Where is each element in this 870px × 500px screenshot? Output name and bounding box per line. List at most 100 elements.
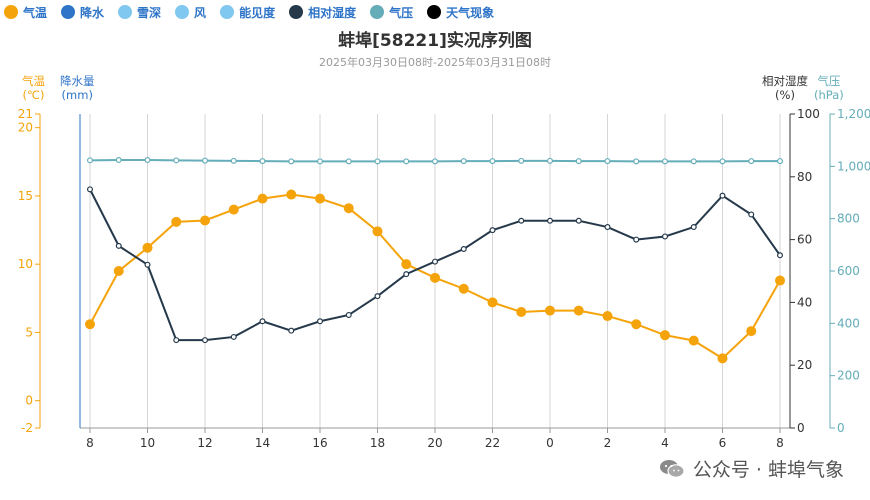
temperature-point <box>717 353 728 364</box>
temp-tick-label: -2 <box>21 421 33 435</box>
x-tick-label: 4 <box>661 436 669 450</box>
pressure-point <box>374 158 381 165</box>
x-tick-label: 0 <box>546 436 554 450</box>
temp-tick-label: 10 <box>18 257 33 271</box>
temperature-point <box>660 330 670 341</box>
humidity-point <box>575 217 582 224</box>
humidity-point <box>144 261 151 268</box>
pressure-point <box>403 158 410 165</box>
rh-tick-label: 40 <box>797 295 812 309</box>
pressure-axis-unit: (hPa) <box>814 88 844 102</box>
pressure-point <box>518 157 525 164</box>
humidity-point <box>719 192 726 199</box>
temperature-point <box>343 203 354 214</box>
legend-label: 气压 <box>389 5 414 20</box>
legend-marker-icon <box>370 5 385 19</box>
precip-axis-label: 降水量 <box>60 74 95 88</box>
humidity-point <box>173 337 180 344</box>
precip-axis-title: 降水量 (mm) <box>60 74 95 102</box>
pressure-point <box>144 157 151 164</box>
x-tick-label: 10 <box>140 436 155 450</box>
pressure-tick-label: 1,200 <box>837 107 870 121</box>
temperature-point <box>228 204 239 215</box>
pressure-point <box>173 157 180 164</box>
pressure-tick-label: 800 <box>837 212 860 226</box>
humidity-point <box>633 236 640 243</box>
legend-item-5[interactable]: 相对湿度 <box>289 4 356 21</box>
temperature-point <box>315 193 325 204</box>
legend-label: 天气现象 <box>446 5 495 20</box>
humidity-point <box>604 224 611 231</box>
temperature-point <box>171 216 182 227</box>
legend-item-6[interactable]: 气压 <box>370 4 413 21</box>
temperature-point <box>257 193 268 204</box>
legend-label: 降水 <box>80 5 105 20</box>
pressure-point <box>202 157 209 164</box>
x-tick-label: 22 <box>485 436 500 450</box>
legend-item-3[interactable]: 风 <box>175 4 206 21</box>
pressure-tick-label: 1,000 <box>837 159 870 173</box>
temperature-point <box>200 215 210 226</box>
pressure-point <box>288 158 295 165</box>
watermark-text: 公众号 · 蚌埠气象 <box>692 459 844 481</box>
humidity-point <box>518 217 525 224</box>
humidity-point <box>86 186 93 193</box>
legend-item-4[interactable]: 能见度 <box>220 4 275 21</box>
watermark: 公众号 · 蚌埠气象 <box>659 455 844 482</box>
x-tick-label: 18 <box>370 436 385 450</box>
rh-axis-unit: (%) <box>775 88 795 102</box>
temp-tick-label: 0 <box>25 394 33 408</box>
temperature-point <box>631 319 642 330</box>
pressure-tick-label: 200 <box>837 369 860 383</box>
pressure-point <box>460 158 467 165</box>
humidity-point <box>546 217 553 224</box>
legend-label: 风 <box>194 5 207 20</box>
legend-label: 气温 <box>23 5 48 20</box>
x-tick-label: 8 <box>86 436 94 450</box>
wechat-icon <box>659 459 685 478</box>
temperature-point <box>113 266 124 276</box>
pressure-point <box>776 158 783 165</box>
temperature-point <box>430 272 440 283</box>
x-tick-label: 14 <box>255 436 270 450</box>
temp-tick-label: 5 <box>25 325 33 339</box>
pressure-axis-title: 气压 (hPa) <box>814 74 844 102</box>
temperature-point <box>85 319 95 330</box>
legend-item-7[interactable]: 天气现象 <box>427 4 494 21</box>
legend-item-2[interactable]: 雪深 <box>118 4 161 21</box>
humidity-point <box>748 211 755 218</box>
temperature-point <box>286 189 297 200</box>
legend-marker-icon <box>175 5 190 19</box>
pressure-point <box>432 158 439 165</box>
chart-title: 蚌埠[58221]实况序列图 <box>338 31 532 51</box>
pressure-point <box>719 158 726 165</box>
pressure-tick-label: 400 <box>837 316 860 330</box>
temperature-point <box>516 306 527 317</box>
temperature-point <box>602 311 613 322</box>
temperature-point <box>573 305 584 316</box>
temperature-point <box>746 326 757 337</box>
humidity-point <box>345 311 352 318</box>
humidity-point <box>230 333 237 340</box>
pressure-point <box>317 158 324 165</box>
legend-marker-icon <box>4 5 18 19</box>
legend-item-0[interactable]: 气温 <box>4 4 47 21</box>
temp-axis-title: 气温 (℃) <box>22 74 45 102</box>
humidity-point <box>460 246 467 253</box>
temp-tick-label: 20 <box>18 121 33 135</box>
pressure-tick-label: 0 <box>837 421 845 435</box>
legend-marker-icon <box>118 5 133 19</box>
pressure-point <box>690 158 697 165</box>
legend-marker-icon <box>61 5 76 19</box>
pressure-point <box>661 158 668 165</box>
temperature-point <box>401 259 412 270</box>
pressure-point <box>230 157 237 164</box>
humidity-point <box>259 318 266 325</box>
legend-item-1[interactable]: 降水 <box>61 4 104 21</box>
legend-marker-icon <box>427 5 442 19</box>
legend-label: 相对湿度 <box>308 5 357 20</box>
temperature-point <box>372 226 383 237</box>
temperature-point <box>487 297 498 308</box>
legend-label: 雪深 <box>137 5 162 20</box>
x-tick-label: 12 <box>197 436 212 450</box>
